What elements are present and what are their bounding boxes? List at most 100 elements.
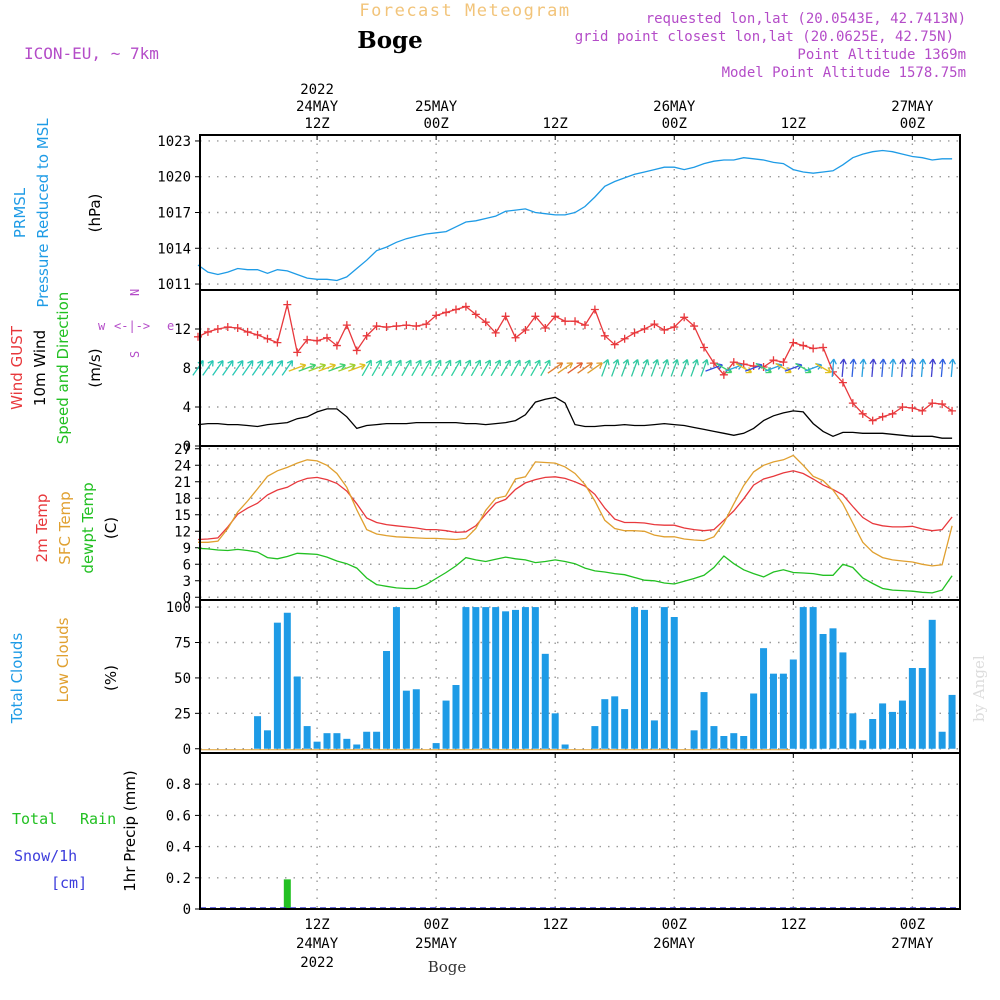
gust-marker <box>213 325 222 333</box>
arrow-shape <box>232 360 244 376</box>
wind-arrow <box>899 358 907 378</box>
bar <box>293 676 301 749</box>
bar <box>621 709 629 749</box>
gust-marker <box>561 317 570 326</box>
wind-arrow <box>338 363 356 372</box>
gust-marker <box>680 313 689 322</box>
y-tick-label: 1017 <box>157 206 191 222</box>
bar <box>640 609 648 749</box>
wind-arrow <box>411 359 422 377</box>
y-tick-label: 24 <box>174 458 191 474</box>
bar <box>541 653 549 749</box>
bar <box>908 668 916 749</box>
gust-marker <box>442 308 451 317</box>
wind-arrow <box>288 363 307 372</box>
snow-unit-label: [cm] <box>51 874 87 892</box>
arrow-shape <box>849 358 857 378</box>
arrow-shape <box>620 359 630 377</box>
gust-marker <box>471 310 480 319</box>
wind-arrow <box>421 359 432 377</box>
arrow-shape <box>440 359 452 377</box>
arrow-shape <box>421 359 432 377</box>
gust-marker <box>392 322 401 331</box>
pressure-unit-label: (hPa) <box>86 194 104 233</box>
bar <box>869 719 877 749</box>
bar <box>819 634 827 749</box>
gust-marker <box>590 305 599 314</box>
bar <box>333 733 341 749</box>
top-time-label: 12Z <box>543 116 568 132</box>
top-time-label: 00Z <box>662 116 687 132</box>
gust-marker <box>273 338 282 347</box>
arrow-shape <box>660 359 670 377</box>
wind-arrow <box>261 360 274 376</box>
bar <box>938 731 946 749</box>
gust-marker <box>690 322 699 331</box>
gust-marker <box>809 344 818 353</box>
bar <box>432 743 440 749</box>
arrow-shape <box>500 359 511 377</box>
compass-n: N <box>128 289 142 296</box>
gust-marker <box>382 323 391 332</box>
bar <box>740 736 748 749</box>
wind-arrow <box>909 358 917 378</box>
arrow-shape <box>611 359 620 377</box>
bar <box>700 692 708 749</box>
bar <box>492 607 500 749</box>
y-tick-label: 9 <box>183 541 191 557</box>
arrow-shape <box>212 360 224 376</box>
wind-arrow <box>361 359 372 377</box>
top-time-label: 25MAY <box>415 99 458 115</box>
bar <box>769 673 777 749</box>
bar <box>849 713 857 749</box>
compass-arrow: <-|-> <box>114 319 150 333</box>
bar <box>343 738 351 749</box>
wind-arrow <box>567 362 584 374</box>
gust-marker <box>541 324 550 333</box>
wind-arrow <box>281 360 294 376</box>
arrow-shape <box>601 359 610 377</box>
wind-arrow <box>401 359 412 377</box>
bar <box>650 720 658 749</box>
y-tick-label: 1023 <box>157 134 191 150</box>
bar <box>799 607 807 749</box>
bar <box>670 617 678 749</box>
arrow-shape <box>460 359 472 377</box>
wind-arrow <box>814 362 832 374</box>
arrow-shape <box>241 360 254 376</box>
y-tick-label: 0.8 <box>166 777 191 793</box>
gust-marker <box>521 325 530 334</box>
wind-arrow <box>431 359 442 377</box>
arrow-shape <box>298 363 317 372</box>
bar <box>631 607 639 749</box>
arrow-shape <box>889 358 897 378</box>
top-time-label: 00Z <box>900 116 925 132</box>
wind-arrow <box>700 359 709 377</box>
arrow-shape <box>938 358 947 378</box>
bottom-time-label: 00Z <box>900 917 925 933</box>
bar <box>710 726 718 749</box>
wind-arrow <box>251 360 264 376</box>
gust-marker <box>332 341 341 350</box>
wind-arrow <box>611 359 620 377</box>
wind-arrow <box>318 363 336 372</box>
arrow-shape <box>859 358 867 378</box>
panel-1: 0 4 8 12 <box>174 289 961 455</box>
y-tick-label: 3 <box>183 574 191 590</box>
gust-marker <box>352 346 361 355</box>
bar <box>383 651 391 749</box>
total-label: Total <box>12 810 57 828</box>
y-tick-label: 0.6 <box>166 808 191 824</box>
arrow-shape <box>948 358 956 378</box>
gust-marker <box>491 328 500 337</box>
arrow-shape <box>308 363 327 372</box>
arrow-shape <box>547 362 564 374</box>
y-tick-label: 1020 <box>157 170 191 186</box>
gust-marker <box>511 333 520 342</box>
gust-marker <box>263 334 272 343</box>
y-tick-label: 21 <box>174 475 191 491</box>
gust-marker <box>868 416 877 425</box>
gust-marker <box>928 399 937 408</box>
series-line-1 <box>198 454 953 567</box>
